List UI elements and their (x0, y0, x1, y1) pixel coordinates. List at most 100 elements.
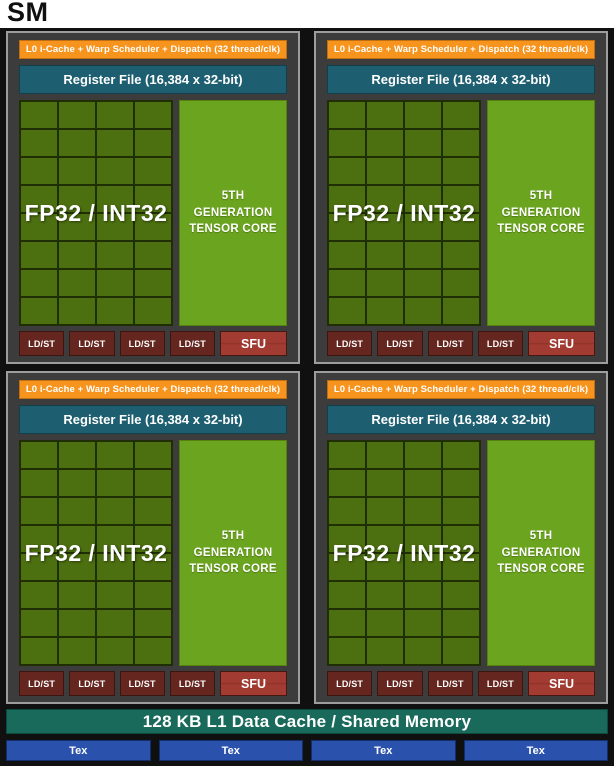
core-cell (329, 270, 366, 296)
core-cell (329, 554, 366, 580)
core-cell (21, 442, 58, 468)
tensor-core-label-line: TENSOR CORE (497, 223, 585, 236)
core-cell (405, 610, 442, 636)
core-cell (59, 526, 96, 552)
core-cell (367, 638, 404, 664)
tensor-core-label-line: 5TH (529, 529, 553, 542)
core-cell (329, 610, 366, 636)
core-cell (329, 214, 366, 240)
core-cell (443, 638, 480, 664)
core-cell (443, 158, 480, 184)
fp32-int32-block: FP32 / INT32 (19, 100, 174, 326)
core-cell (59, 470, 96, 496)
core-cell (21, 242, 58, 268)
core-area: FP32 / INT32 5TH GENERATION TENSOR CORE (327, 440, 595, 666)
core-cell (329, 582, 366, 608)
core-cell (367, 442, 404, 468)
tensor-core-label-line: TENSOR CORE (189, 563, 277, 576)
core-area: FP32 / INT32 5TH GENERATION TENSOR CORE (327, 100, 595, 326)
core-cell (329, 498, 366, 524)
core-cell (329, 130, 366, 156)
core-cell (443, 130, 480, 156)
core-cell (135, 554, 172, 580)
core-cell (97, 270, 134, 296)
sfu-unit: SFU (528, 671, 595, 696)
ldst-sfu-row: LD/ST LD/ST LD/ST LD/ST SFU (327, 671, 595, 696)
core-cell (21, 554, 58, 580)
core-cell (443, 554, 480, 580)
core-cell (405, 214, 442, 240)
tensor-core-label-line: 5TH (221, 529, 245, 542)
core-cell (329, 102, 366, 128)
core-cell (329, 186, 366, 212)
core-cell (405, 242, 442, 268)
core-cell (405, 582, 442, 608)
core-cell (59, 442, 96, 468)
core-cell (21, 638, 58, 664)
core-cell (329, 242, 366, 268)
register-file-bar: Register File (16,384 x 32-bit) (327, 65, 595, 94)
ldst-unit: LD/ST (19, 671, 65, 696)
sm-processing-block: L0 i-Cache + Warp Scheduler + Dispatch (… (6, 31, 300, 364)
warp-scheduler-bar: L0 i-Cache + Warp Scheduler + Dispatch (… (19, 40, 287, 59)
tex-unit: Tex (158, 740, 303, 761)
core-cell (405, 270, 442, 296)
core-cell (21, 214, 58, 240)
core-cell (329, 158, 366, 184)
sm-partition-grid: L0 i-Cache + Warp Scheduler + Dispatch (… (6, 31, 608, 704)
fp32-int32-core-grid (327, 100, 482, 326)
core-cell (329, 526, 366, 552)
ldst-unit: LD/ST (427, 331, 473, 356)
core-cell (97, 610, 134, 636)
core-cell (59, 610, 96, 636)
core-cell (443, 102, 480, 128)
core-cell (405, 158, 442, 184)
core-cell (135, 442, 172, 468)
core-cell (405, 186, 442, 212)
core-cell (135, 270, 172, 296)
core-cell (443, 526, 480, 552)
core-cell (405, 442, 442, 468)
ldst-unit: LD/ST (119, 671, 165, 696)
core-cell (21, 130, 58, 156)
ldst-unit: LD/ST (477, 671, 524, 696)
ldst-sfu-row: LD/ST LD/ST LD/ST LD/ST SFU (19, 671, 287, 696)
core-cell (405, 102, 442, 128)
sm-diagram: L0 i-Cache + Warp Scheduler + Dispatch (… (0, 28, 614, 766)
warp-scheduler-bar: L0 i-Cache + Warp Scheduler + Dispatch (… (327, 380, 595, 399)
core-cell (443, 298, 480, 324)
core-cell (59, 554, 96, 580)
core-cell (97, 130, 134, 156)
ldst-unit: LD/ST (69, 671, 115, 696)
core-cell (135, 242, 172, 268)
tensor-core-label-line: TENSOR CORE (189, 223, 277, 236)
core-cell (97, 526, 134, 552)
core-cell (135, 582, 172, 608)
fp32-int32-core-grid (327, 440, 482, 666)
core-cell (405, 298, 442, 324)
ldst-unit: LD/ST (327, 671, 373, 696)
ldst-unit: LD/ST (377, 671, 423, 696)
core-cell (97, 298, 134, 324)
core-cell (97, 638, 134, 664)
core-cell (97, 582, 134, 608)
ldst-sfu-row: LD/ST LD/ST LD/ST LD/ST SFU (19, 331, 287, 356)
fp32-int32-core-grid (19, 100, 174, 326)
sfu-unit: SFU (528, 331, 595, 356)
core-cell (21, 102, 58, 128)
core-cell (367, 158, 404, 184)
core-cell (97, 442, 134, 468)
core-cell (59, 158, 96, 184)
ldst-unit: LD/ST (169, 331, 216, 356)
core-cell (97, 470, 134, 496)
core-cell (405, 470, 442, 496)
ldst-sfu-row: LD/ST LD/ST LD/ST LD/ST SFU (327, 331, 595, 356)
core-area: FP32 / INT32 5TH GENERATION TENSOR CORE (19, 440, 287, 666)
core-cell (59, 638, 96, 664)
core-cell (367, 554, 404, 580)
tex-unit: Tex (311, 740, 456, 761)
core-cell (367, 102, 404, 128)
core-cell (97, 554, 134, 580)
ldst-unit: LD/ST (327, 331, 373, 356)
warp-scheduler-bar: L0 i-Cache + Warp Scheduler + Dispatch (… (19, 380, 287, 399)
